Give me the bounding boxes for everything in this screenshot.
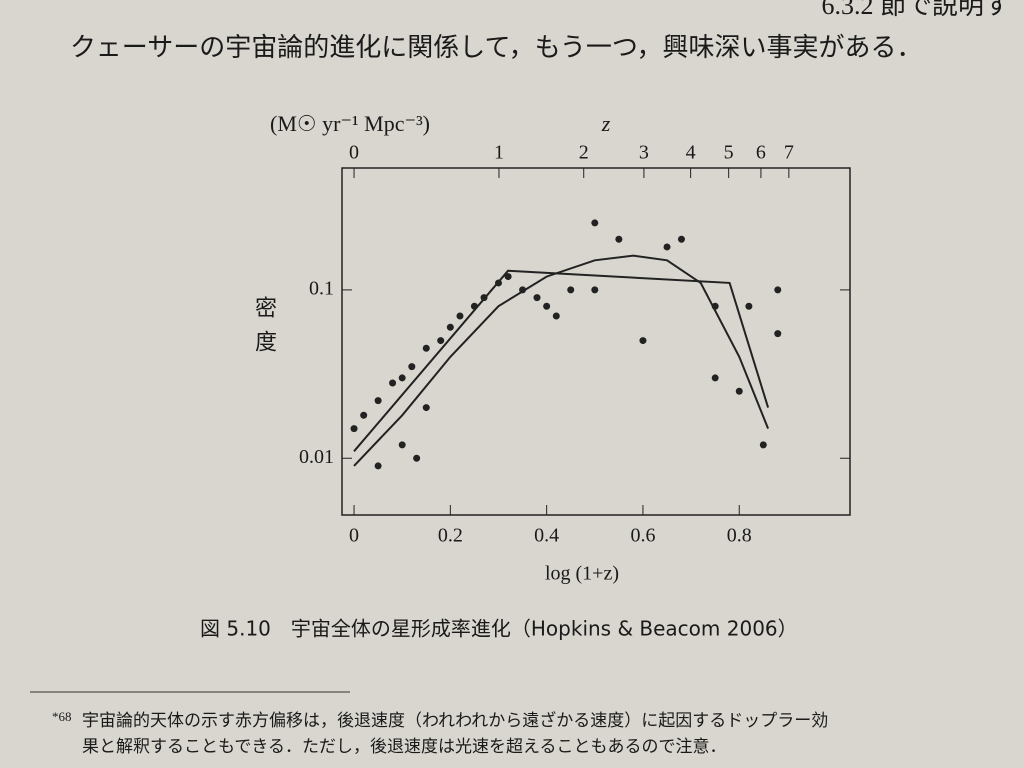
y-tick-label: 0.1 <box>309 278 334 300</box>
top-tick-label: 5 <box>724 142 734 164</box>
data-point <box>422 344 430 352</box>
data-point <box>494 279 502 287</box>
data-point <box>360 411 368 419</box>
data-point <box>552 312 560 320</box>
data-point <box>533 294 541 302</box>
fit-curve <box>353 269 770 452</box>
top-tick-label: 0 <box>349 142 359 164</box>
top-tick-label: 6 <box>756 142 766 164</box>
data-point <box>350 425 358 433</box>
data-point <box>446 323 454 331</box>
y-tick-label: 0.01 <box>299 446 334 468</box>
footnote-marker: *68 <box>52 709 72 724</box>
top-tick-label: 1 <box>494 142 504 164</box>
top-tick-label: 7 <box>784 142 794 164</box>
x-tick-label: 0.2 <box>438 525 463 547</box>
data-point <box>389 379 397 387</box>
top-tick-label: 2 <box>579 142 589 164</box>
data-point <box>677 235 685 243</box>
plot-frame <box>341 167 851 516</box>
figure-caption: 図 5.10 宇宙全体の星形成率進化（Hopkins & Beacom 2006… <box>200 617 798 641</box>
x-tick-label: 0.6 <box>630 525 655 547</box>
y-unit-label: (M☉ yr⁻¹ Mpc⁻³) <box>270 111 430 136</box>
x-tick-label: 0.8 <box>727 525 752 547</box>
footnote-line: 宇宙論的天体の示す赤方偏移は，後退速度（われわれから遠ざかる速度）に起因するドッ… <box>82 710 828 730</box>
data-point <box>480 294 488 302</box>
text-line-fragment: 6.3.2 節で説明す <box>821 0 1010 20</box>
data-point <box>567 286 575 294</box>
data-point <box>639 337 647 345</box>
data-point <box>470 302 478 310</box>
data-point <box>456 312 464 320</box>
data-point <box>408 363 416 371</box>
data-point <box>374 397 382 405</box>
text-line: クェーサーの宇宙論的進化に関係して，もう一つ，興味深い事実がある． <box>70 33 923 62</box>
data-point <box>413 454 421 462</box>
top-tick-label: 4 <box>686 142 696 164</box>
data-point <box>504 273 512 281</box>
top-axis-label: z <box>601 111 611 136</box>
data-point <box>591 219 599 227</box>
data-point <box>519 286 527 294</box>
data-point <box>437 337 445 345</box>
data-point <box>711 374 719 382</box>
y-axis-label: 密度 <box>252 296 277 364</box>
data-point <box>774 286 782 294</box>
data-point <box>759 441 767 449</box>
data-point <box>745 302 753 310</box>
data-point <box>422 404 430 412</box>
data-point <box>735 387 743 395</box>
data-point <box>398 441 406 449</box>
data-point <box>543 302 551 310</box>
data-point <box>591 286 599 294</box>
data-point <box>615 235 623 243</box>
data-point <box>711 302 719 310</box>
x-tick-label: 0 <box>349 525 359 547</box>
x-axis-label: log (1+z) <box>545 563 619 585</box>
data-point <box>663 243 671 251</box>
top-tick-label: 3 <box>639 142 649 164</box>
data-point <box>774 330 782 338</box>
x-tick-label: 0.4 <box>534 525 559 547</box>
data-point <box>398 374 406 382</box>
data-point <box>374 462 382 470</box>
footnote-line: 果と解釈することもできる．ただし，後退速度は光速を超えることもあるので注意． <box>82 737 726 756</box>
